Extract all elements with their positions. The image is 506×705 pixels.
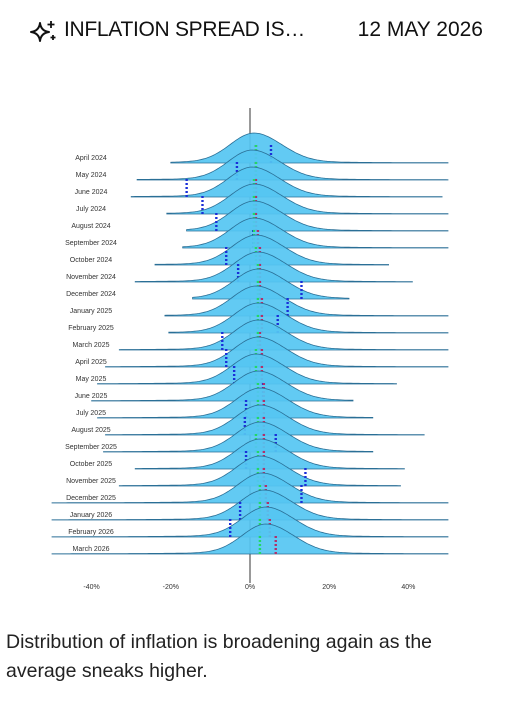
ridge [97,353,397,385]
ridge [51,506,449,538]
x-tick-label: -40% [83,584,99,591]
y-category-label: August 2024 [71,223,110,230]
y-category-label: February 2025 [68,325,114,332]
ridge [164,285,449,317]
ridge [166,183,449,215]
ridge [118,319,449,351]
y-category-label: December 2025 [66,495,116,502]
y-category-label: May 2024 [76,172,107,179]
y-category-label: January 2025 [70,308,113,315]
chart: April 2024 May 2024 June 2024 July 2024 Augu… [4,55,496,625]
y-category-label: March 2025 [73,342,110,349]
sparkle-icon [30,21,56,42]
y-category-label: February 2026 [68,529,114,536]
y-category-label: January 2026 [70,512,113,519]
y-category-label: November 2024 [66,274,116,281]
y-category-label: October 2025 [70,461,113,468]
y-category-label: April 2025 [75,359,107,366]
ridge [51,472,449,504]
y-category-label: May 2025 [76,376,107,383]
ridge [192,268,350,300]
ridge [97,387,374,419]
caption: Distribution of inflation is broadening … [6,631,433,682]
y-category-label: July 2024 [76,206,106,213]
x-tick-label: 20% [322,584,336,591]
ridge [134,438,405,470]
y-category-label: September 2024 [65,240,117,247]
y-category-label: March 2026 [73,546,110,553]
y-category-label: June 2025 [75,393,108,400]
y-category-label: July 2025 [76,410,106,417]
y-category-label: August 2025 [71,427,110,434]
y-category-label: October 2024 [70,257,113,264]
ridge [51,523,449,555]
x-tick-label: 40% [401,584,415,591]
ridge [105,336,449,368]
post-date: 12 MAY 2026 [357,18,483,41]
y-category-label: December 2024 [66,291,116,298]
post-title: INFLATION SPREAD IS… [64,18,305,41]
x-tick-label: 0% [245,584,255,591]
ridge [130,166,443,198]
ridge [136,149,449,181]
ridge [51,489,449,521]
ridge [154,234,389,266]
ridge [118,455,401,487]
ridge [91,370,354,402]
ridge [134,251,413,283]
y-category-label: June 2024 [75,189,108,196]
ridge [168,302,449,334]
y-category-label: April 2024 [75,155,107,162]
y-category-label: November 2025 [66,478,116,485]
x-tick-label: -20% [163,584,179,591]
ridge [105,404,425,436]
ridge [103,421,374,453]
y-category-label: September 2025 [65,444,117,451]
